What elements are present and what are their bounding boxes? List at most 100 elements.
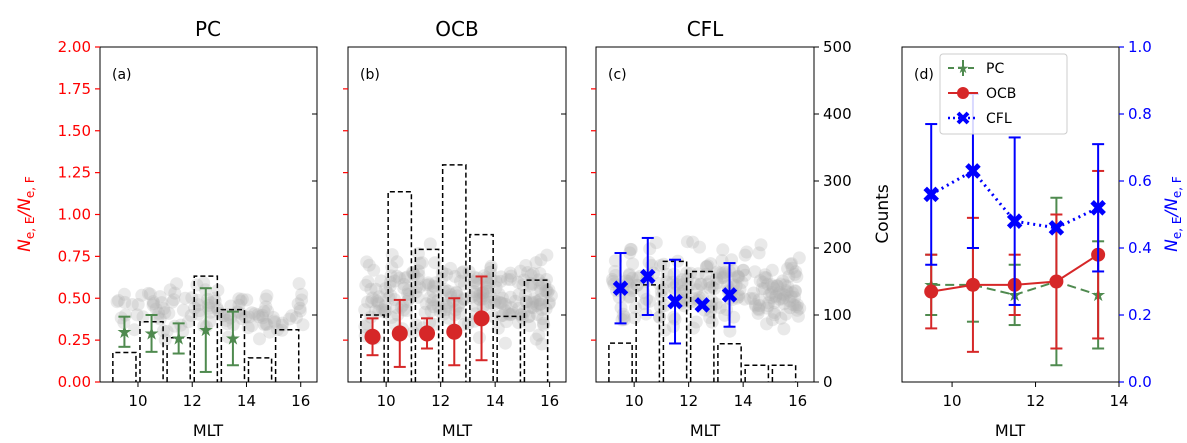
scatter-point <box>789 265 803 279</box>
scatter-point <box>453 306 467 320</box>
scatter-point <box>504 269 518 283</box>
scatter-point <box>406 266 420 280</box>
scatter-point <box>291 297 305 311</box>
panel-d-xlabel: MLT <box>995 421 1026 440</box>
scatter-point <box>484 261 498 275</box>
scatter-point <box>118 308 132 322</box>
scatter-point <box>705 280 719 294</box>
scatter-point <box>216 309 230 323</box>
scatter-point <box>295 287 309 301</box>
scatter-point <box>275 318 289 332</box>
scatter-point <box>534 253 548 267</box>
scatter-point <box>146 298 160 312</box>
panel-a-pc: ★ ★ ★ ★ ★ PC (a) MLT 0.00 0.25 0.50 0.75 1.00 1.2… <box>15 17 318 440</box>
scatter-point <box>390 269 404 283</box>
legend-label-ocb: OCB <box>986 86 1016 102</box>
svg-text:Ne, E/Ne, F: Ne, E/Ne, F <box>15 176 37 252</box>
scatter-point <box>260 317 274 331</box>
scatter-point <box>609 269 622 282</box>
scatter-point <box>435 265 449 279</box>
scatter-point <box>680 235 694 249</box>
scatter-point <box>358 303 372 317</box>
x-tick-label: 10 <box>625 392 644 410</box>
scatter-point <box>170 277 184 291</box>
scatter-point <box>670 277 683 291</box>
scatter-point <box>608 264 622 278</box>
scatter-point <box>752 302 765 316</box>
y-tick-label: 2.00 <box>58 38 91 56</box>
scatter-point <box>117 287 131 301</box>
scatter-point <box>441 284 455 298</box>
scatter-point <box>406 326 420 339</box>
scatter-point <box>539 302 553 316</box>
scatter-point <box>788 290 802 304</box>
scatter-point <box>185 291 199 305</box>
data-point: ★ <box>171 328 187 349</box>
scatter-point <box>519 259 533 272</box>
scatter-point <box>748 265 762 279</box>
scatter-point <box>694 277 708 291</box>
scatter-point <box>537 316 550 330</box>
scatter-point <box>110 295 124 309</box>
scatter-point <box>419 278 433 292</box>
scatter-point <box>517 273 531 287</box>
legend-item-cfl: CFL <box>948 111 1012 127</box>
scatter-point <box>413 280 427 294</box>
scatter-point <box>774 277 787 291</box>
scatter-point <box>525 295 539 309</box>
scatter-point <box>752 246 766 260</box>
scatter-point <box>151 310 165 324</box>
scatter-point <box>480 276 494 290</box>
panel-c-red-ticks <box>591 88 596 341</box>
scatter-point <box>534 297 547 311</box>
scatter-point <box>755 282 769 296</box>
scatter-point <box>426 293 440 307</box>
scatter-point <box>532 328 546 342</box>
scatter-point <box>208 294 222 308</box>
panel-b-label: (b) <box>360 67 380 83</box>
scatter-point <box>517 305 531 319</box>
scatter-point <box>784 257 798 270</box>
scatter-point <box>770 279 784 293</box>
data-point <box>391 325 408 342</box>
legend-item-pc: ★ PC <box>948 60 1004 77</box>
scatter-point <box>383 279 397 293</box>
scatter-point <box>402 288 416 302</box>
scatter-point <box>666 319 680 333</box>
scatter-point <box>675 278 689 292</box>
scatter-point <box>534 284 548 298</box>
data-point <box>473 310 490 327</box>
scatter-point <box>364 310 378 324</box>
scatter-point <box>181 315 195 329</box>
scatter-point <box>464 290 478 304</box>
scatter-point <box>703 311 717 325</box>
scatter-point <box>759 271 773 285</box>
scatter-point <box>763 288 777 302</box>
y-tick-label: 1.00 <box>58 206 91 224</box>
scatter-point <box>767 282 780 295</box>
histogram-bar <box>247 357 273 382</box>
scatter-point <box>524 268 538 282</box>
scatter-point <box>778 278 792 292</box>
scatter-point <box>758 282 771 295</box>
scatter-point <box>153 290 167 304</box>
count-tick-label: 100 <box>823 306 852 324</box>
scatter-point <box>484 259 498 273</box>
scatter-point <box>689 315 703 329</box>
scatter-point <box>758 270 772 284</box>
scatter-point <box>530 308 544 321</box>
scatter-point <box>253 332 266 346</box>
scatter-point <box>777 291 791 305</box>
scatter-point <box>523 319 537 333</box>
scatter-point <box>360 317 374 331</box>
scatter-point <box>788 298 802 312</box>
scatter-point <box>530 299 544 312</box>
scatter-point <box>158 333 172 347</box>
panel-c-cfl: CFL (c) MLT 10 12 14 16 0 100 200 300 400 500 Co… <box>591 17 893 440</box>
data-point: ★ <box>198 320 214 341</box>
scatter-point <box>480 297 494 311</box>
scatter-point <box>474 286 487 300</box>
x-tick-label: 10 <box>943 392 962 410</box>
scatter-point <box>449 286 463 300</box>
